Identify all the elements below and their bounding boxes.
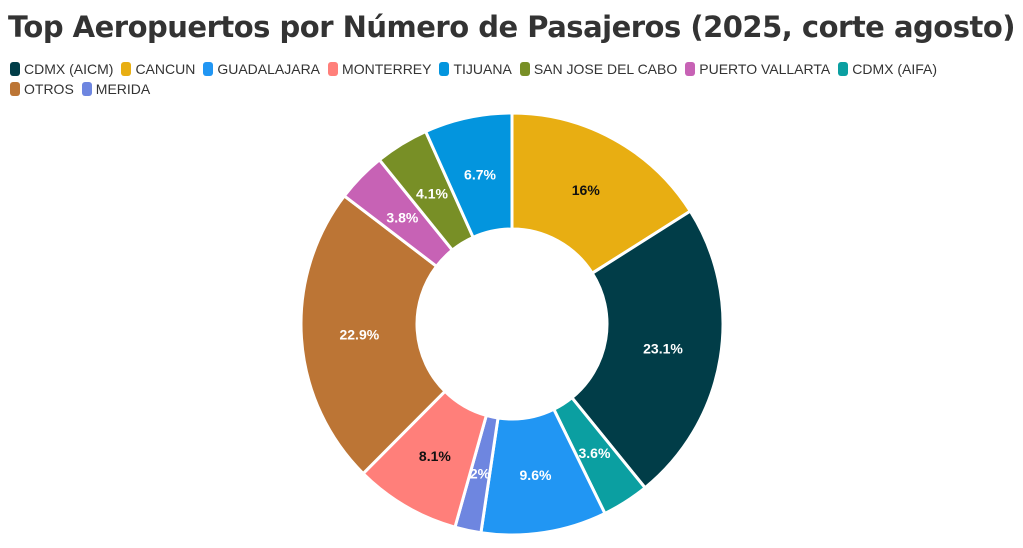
legend-item[interactable]: CDMX (AIFA) <box>838 60 937 77</box>
slice-label: 6.7% <box>464 166 496 182</box>
legend-label: PUERTO VALLARTA <box>699 60 831 77</box>
slice-label: 4.1% <box>416 186 448 202</box>
slice-otros[interactable] <box>299 194 447 476</box>
slice-label: 3.6% <box>578 445 610 461</box>
slice-label: 3.8% <box>386 209 418 225</box>
slice-tijuana[interactable] <box>424 111 514 239</box>
legend-label: GUADALAJARA <box>217 60 321 77</box>
legend-swatch <box>10 61 20 76</box>
legend-swatch <box>121 61 132 76</box>
slice-cancun[interactable] <box>510 111 692 275</box>
slice-label: 16% <box>572 182 601 198</box>
slice-label: 9.6% <box>520 467 552 483</box>
slice-label: 23.1% <box>643 341 683 357</box>
legend-label: MONTERREY <box>342 60 432 77</box>
legend-label: TIJUANA <box>453 60 512 77</box>
slice-cdmx-aicm[interactable] <box>570 209 725 490</box>
legend-swatch <box>81 81 92 96</box>
legend-swatch <box>439 61 450 76</box>
legend-label: SAN JOSE DEL CABO <box>533 60 678 77</box>
legend-item[interactable]: TIJUANA <box>439 60 512 77</box>
legend-item[interactable]: SAN JOSE DEL CABO <box>519 60 678 77</box>
legend-label: CDMX (AICM) <box>24 60 114 77</box>
legend-item[interactable]: OTROS <box>10 80 74 97</box>
legend-label: CANCUN <box>135 60 196 77</box>
legend-item[interactable]: MERIDA <box>81 80 151 97</box>
chart-title: Top Aeropuertos por Número de Pasajeros … <box>7 10 1016 44</box>
legend-item[interactable]: GUADALAJARA <box>203 60 320 77</box>
legend-swatch <box>10 81 20 96</box>
legend-label: OTROS <box>24 80 74 97</box>
legend-swatch <box>838 61 849 76</box>
legend-item[interactable]: MONTERREY <box>328 60 431 77</box>
slice-label: 2% <box>470 466 491 482</box>
slice-label: 8.1% <box>419 448 451 464</box>
slice-label: 22.9% <box>339 326 379 342</box>
legend-label: CDMX (AIFA) <box>852 60 938 77</box>
legend: CDMX (AICM) CANCUN GUADALAJARA MONTERREY TIJ… <box>10 60 1010 97</box>
legend-swatch <box>328 61 339 76</box>
legend-swatch <box>685 61 696 76</box>
legend-swatch <box>519 61 530 76</box>
legend-swatch <box>203 61 214 76</box>
legend-item[interactable]: CANCUN <box>121 60 195 77</box>
legend-item[interactable]: CDMX (AICM) <box>10 60 113 77</box>
legend-label: MERIDA <box>95 80 151 97</box>
legend-item[interactable]: PUERTO VALLARTA <box>685 60 830 77</box>
